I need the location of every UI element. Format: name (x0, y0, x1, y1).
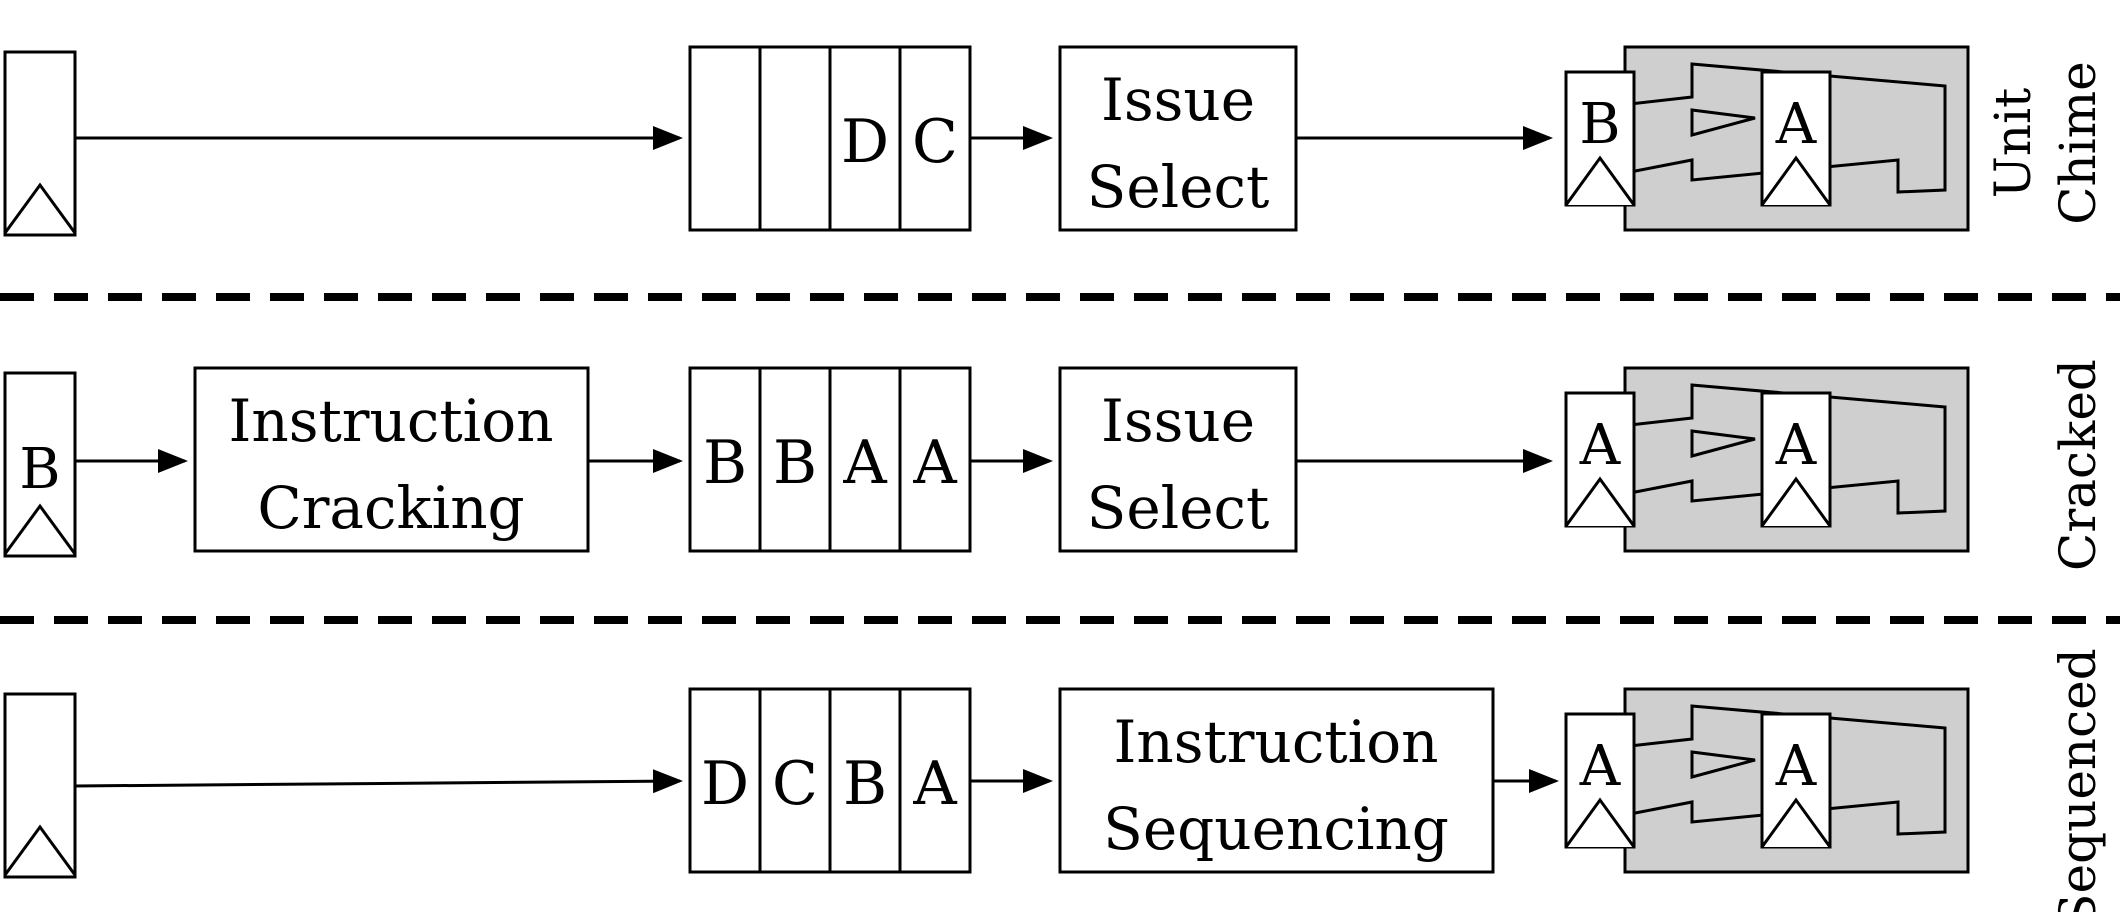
queue-slot-label: A (842, 428, 887, 498)
row-side-label: Unit (1984, 88, 2042, 198)
clock-triangle-icon (3, 182, 77, 234)
queue-slot (688, 687, 762, 874)
unit-register-label: A (1579, 413, 1621, 478)
clock-triangle-icon (1564, 155, 1636, 206)
issue-select-box (1058, 366, 1298, 553)
queue-slot (758, 45, 832, 232)
queue-slot-label: C (772, 749, 818, 819)
instruction-sequencing-label: Instruction (1113, 708, 1438, 776)
issue-queue: D C (688, 45, 972, 232)
pipeline-shape (1690, 750, 1756, 779)
unit-register-label: A (1579, 734, 1621, 799)
queue-slot-label: D (841, 107, 889, 177)
issue-select-label: Select (1087, 474, 1270, 542)
queue-slot (758, 687, 832, 874)
queue-slot-label: A (912, 749, 957, 819)
row-cracked: B Instruction Cracking B B A A Issue Sel… (3, 359, 2107, 571)
queue-slot (828, 366, 902, 553)
clock-triangle-icon (1760, 155, 1832, 206)
pipeline-shape (1690, 429, 1756, 458)
clock-triangle-icon (1564, 797, 1636, 848)
instruction-sequencing-label: Sequencing (1103, 795, 1449, 863)
unit-register-label: A (1775, 734, 1817, 799)
clock-triangle-icon (1760, 476, 1832, 527)
clock-triangle-icon (3, 503, 77, 555)
issue-select-label: Issue (1101, 66, 1255, 134)
row-side-label: Chime (2049, 61, 2107, 224)
queue-slot-label: C (912, 107, 958, 177)
functional-unit: A A (1564, 366, 1970, 553)
issue-select-label: Issue (1101, 387, 1255, 455)
instruction-cracking-box (193, 366, 590, 553)
functional-unit: B A (1564, 45, 1970, 232)
unit-register-label: B (1579, 92, 1620, 157)
issue-select-label: Select (1087, 153, 1270, 221)
queue-slot-label: B (773, 428, 817, 498)
row-sequenced: D C B A Instruction Sequencing A A Seque… (3, 648, 2107, 912)
queue-slot (828, 45, 902, 232)
connector-arrow (74, 769, 683, 794)
clock-triangle-icon (3, 824, 77, 876)
pipeline-shape (1690, 108, 1756, 137)
clock-triangle-icon (1564, 476, 1636, 527)
queue-slot-label: D (701, 749, 749, 819)
issue-queue: B B A A (688, 366, 972, 553)
row-side-label: Sequenced (2049, 648, 2107, 912)
source-register-label: B (19, 437, 60, 502)
row-side-label: Cracked (2049, 359, 2107, 571)
issue-queue: D C B A (688, 687, 972, 874)
instruction-sequencing-box (1058, 687, 1495, 874)
queue-slot (898, 366, 972, 553)
clock-triangle-icon (1760, 797, 1832, 848)
queue-slot-label: B (703, 428, 747, 498)
queue-slot-label: A (912, 428, 957, 498)
queue-slot (758, 366, 832, 553)
unit-register-label: A (1775, 92, 1817, 157)
queue-slot (688, 366, 762, 553)
queue-slot-label: B (843, 749, 887, 819)
queue-slot (688, 45, 762, 232)
unit-register-label: A (1775, 413, 1817, 478)
instruction-cracking-label: Cracking (257, 474, 524, 542)
row-unit-chime: D C Issue Select B A Unit Chime (3, 45, 2107, 237)
functional-unit: A A (1564, 687, 1970, 874)
instruction-cracking-label: Instruction (228, 387, 553, 455)
